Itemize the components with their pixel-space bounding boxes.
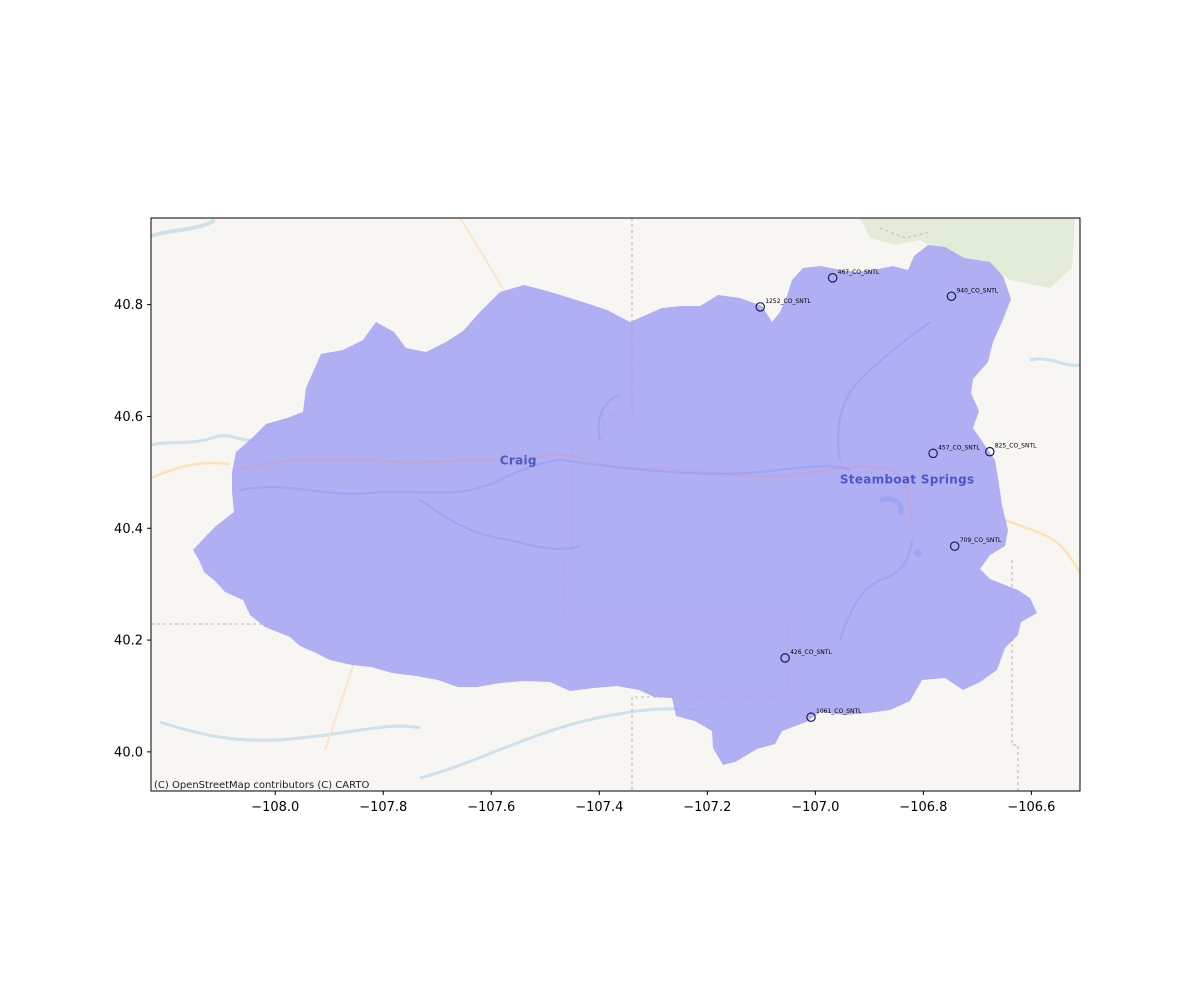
station-marker[interactable] [946, 291, 957, 302]
river-line [1029, 357, 1080, 367]
station-label: 467_CO_SNTL [838, 269, 880, 276]
river-line [151, 218, 217, 238]
river-line [419, 499, 581, 550]
county-boundary [565, 623, 788, 698]
town-label: Craig [500, 454, 537, 468]
station-marker[interactable] [780, 653, 790, 663]
station-marker[interactable] [928, 448, 938, 459]
x-tick-label: −107.2 [683, 800, 731, 815]
yampa-river-line [239, 458, 851, 495]
station-label: 825_CO_SNTL [995, 443, 1037, 450]
county-boundary [1011, 560, 1019, 791]
river-line [159, 720, 421, 742]
road-line [1004, 518, 1080, 573]
town-label: Steamboat Springs [840, 473, 975, 487]
y-axis: 40.0 40.2 40.4 40.6 40.8 [114, 298, 151, 760]
river-line [839, 539, 913, 641]
lake-shape [879, 496, 904, 517]
station-label: 709_CO_SNTL [960, 537, 1002, 544]
x-tick-label: −107.6 [467, 800, 515, 815]
y-tick-label: 40.4 [114, 522, 143, 537]
y-tick-label: 40.0 [114, 745, 143, 760]
x-tick-label: −107.4 [575, 800, 623, 815]
road-line [324, 659, 356, 751]
station-label: 1061_CO_SNTL [816, 708, 862, 715]
x-tick-label: −107.0 [791, 800, 839, 815]
x-tick-label: −108.0 [251, 800, 299, 815]
station-label: 1252_CO_SNTL [765, 298, 811, 305]
county-boundary [879, 227, 931, 239]
basemap: Craig Steamboat Springs 467_CO_SNTL 1252_C… [151, 218, 1080, 791]
elk-river-line [837, 321, 931, 461]
station-label: 940_CO_SNTL [956, 287, 998, 294]
county-boundary [572, 322, 633, 449]
station-label: 457_CO_SNTL [938, 444, 980, 451]
river-line [151, 434, 256, 447]
station-markers: 467_CO_SNTL 1252_CO_SNTL 940_CO_SNTL 457_CO… [755, 269, 1037, 723]
x-tick-label: −106.6 [1007, 800, 1055, 815]
y-tick-label: 40.2 [114, 634, 143, 649]
river-line [419, 707, 701, 780]
x-tick-label: −107.8 [359, 800, 407, 815]
station-marker[interactable] [806, 712, 816, 723]
station-marker[interactable] [755, 302, 766, 312]
y-tick-label: 40.6 [114, 410, 143, 425]
x-tick-label: −106.8 [899, 800, 947, 815]
y-tick-label: 40.8 [114, 298, 143, 313]
lake-shape [913, 548, 923, 558]
x-axis: −108.0 −107.8 −107.6 −107.4 −107.2 −107.0 −106… [251, 791, 1055, 815]
station-label: 426_CO_SNTL [790, 649, 832, 656]
station-marker[interactable] [827, 273, 838, 283]
station-marker[interactable] [949, 541, 960, 551]
river-basin-polygon [193, 245, 1037, 765]
attribution-text: (C) OpenStreetMap contributors (C) CARTO [154, 780, 369, 791]
road-line [151, 461, 231, 480]
town-labels: Craig Steamboat Springs [500, 454, 975, 487]
station-marker[interactable] [985, 446, 995, 457]
axes-frame [150, 217, 1081, 792]
river-line [597, 394, 621, 441]
